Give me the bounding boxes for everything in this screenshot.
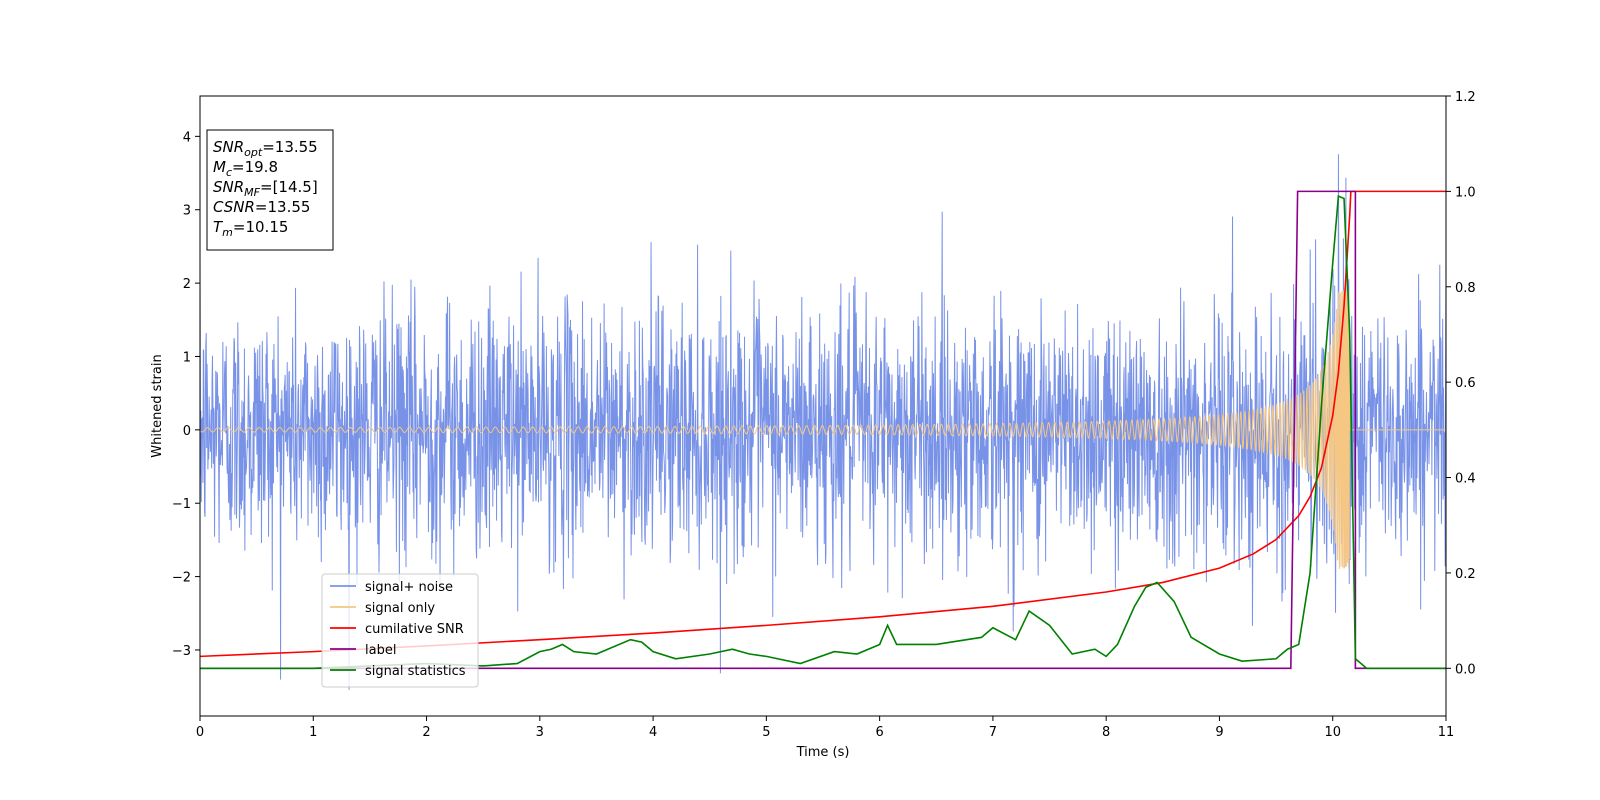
y2-tick-label: 0.8: [1455, 281, 1476, 296]
info-value: =[14.5]: [260, 178, 318, 196]
info-box: SNRopt=13.55Mc=19.8SNRMF=[14.5]CSNR=13.5…: [206, 129, 334, 251]
legend: signal+ noise signal only cumilative SNR la…: [321, 573, 479, 688]
y-axis-right: 0.0 0.2 0.4 0.6 0.8 1.0 1.2: [1446, 90, 1476, 677]
y2-tick-label: 1.2: [1455, 90, 1476, 105]
x-tick-label: 3: [536, 725, 544, 740]
info-value: =10.15: [233, 218, 289, 236]
series-cumilative-snr: [200, 190, 1446, 658]
series-signal-statistics: [200, 194, 1446, 670]
info-sub: MF: [244, 186, 260, 199]
x-tick-label: 1: [309, 725, 317, 740]
info-var: T: [213, 218, 224, 236]
legend-label: signal+ noise: [365, 580, 453, 595]
legend-label: signal statistics: [365, 664, 466, 679]
legend-label: signal only: [365, 601, 435, 616]
x-axis: 0 1 2 3 4 5 6 7 8 9 10 11: [196, 716, 1454, 740]
y2-tick-label: 0.4: [1455, 472, 1476, 487]
series-layer: [200, 154, 1446, 690]
info-line: SNRopt=13.55: [213, 138, 318, 159]
info-sub: m: [222, 226, 233, 239]
x-tick-label: 10: [1324, 725, 1341, 740]
x-tick-label: 11: [1438, 725, 1455, 740]
info-line: CSNR=13.55: [213, 198, 310, 216]
series-signal-noise: [200, 154, 1446, 690]
info-sub: opt: [244, 146, 263, 159]
y-tick-label: 1: [183, 350, 191, 365]
y-axis-left: −3 −2 −1 0 1 2 3 4: [172, 130, 200, 659]
x-tick-label: 9: [1215, 725, 1223, 740]
info-value: =13.55: [262, 138, 318, 156]
series-signal-only: [200, 290, 1446, 569]
y-tick-label: −3: [172, 644, 191, 659]
y2-tick-label: 1.0: [1455, 185, 1476, 200]
info-var: CSNR: [213, 198, 255, 216]
y2-tick-label: 0.0: [1455, 662, 1476, 677]
legend-frame: [321, 573, 479, 688]
y-tick-label: 3: [183, 204, 191, 219]
y-tick-label: 2: [183, 277, 191, 292]
y-tick-label: 0: [183, 424, 191, 439]
x-tick-label: 5: [762, 725, 770, 740]
y2-tick-label: 0.2: [1455, 567, 1476, 582]
x-tick-label: 0: [196, 725, 204, 740]
x-tick-label: 2: [422, 725, 430, 740]
x-tick-label: 7: [989, 725, 997, 740]
x-tick-label: 4: [649, 725, 657, 740]
y-tick-label: −2: [172, 571, 191, 586]
info-value: =13.55: [255, 198, 311, 216]
y-tick-label: −1: [172, 497, 191, 512]
info-value: =19.8: [232, 158, 278, 176]
legend-label: label: [365, 643, 396, 658]
y2-tick-label: 0.6: [1455, 376, 1476, 391]
x-tick-label: 6: [875, 725, 883, 740]
info-line: Mc=19.8: [213, 158, 278, 179]
y-tick-label: 4: [183, 130, 191, 145]
info-var: SNR: [213, 178, 244, 196]
info-sub: c: [226, 166, 232, 179]
info-line: Tm=10.15: [213, 218, 288, 239]
info-var: SNR: [213, 138, 244, 156]
x-tick-label: 8: [1102, 725, 1110, 740]
info-box-frame: [206, 129, 334, 251]
info-line: SNRMF=[14.5]: [213, 178, 318, 199]
info-var: M: [213, 158, 226, 176]
plot-frame: [199, 95, 1447, 717]
legend-label: cumilative SNR: [365, 622, 464, 637]
y-axis-label: Whitened strain: [150, 354, 165, 457]
x-axis-label: Time (s): [796, 745, 850, 760]
